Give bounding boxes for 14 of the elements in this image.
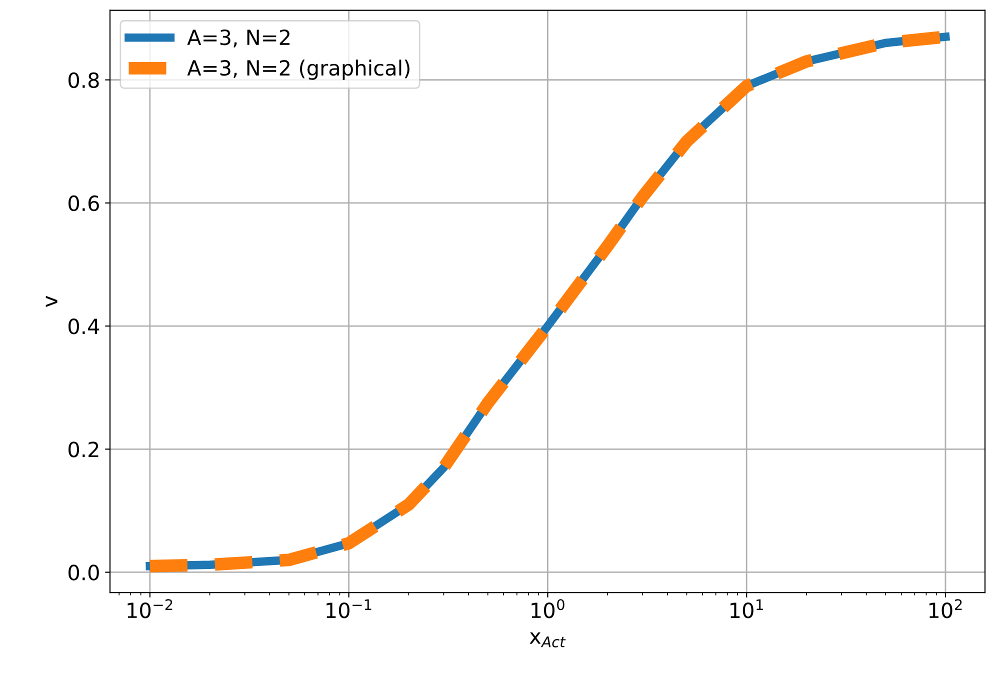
y-tick-label: 0.8 [68,72,99,88]
x-tick-label: 10$^{1}$ [730,599,763,618]
legend-label: A=3, N=2 [187,29,290,48]
legend-label: A=3, N=2 (graphical) [187,60,410,80]
x-tick-label: 10$^{2}$ [929,599,962,618]
y-tick-label: 0.0 [68,564,99,580]
x-tick-label: 10$^{0}$ [532,599,564,618]
y-tick-label: 0.6 [68,195,99,212]
x-axis-title: x$_{Act}$ [530,632,566,648]
y-axis-title: v [46,296,58,307]
x-tick-label: 10$^{−2}$ [128,599,172,618]
x-tick-label: 10$^{−1}$ [326,599,372,618]
y-tick-label: 0.4 [68,318,100,334]
y-tick-label: 0.2 [68,442,98,458]
